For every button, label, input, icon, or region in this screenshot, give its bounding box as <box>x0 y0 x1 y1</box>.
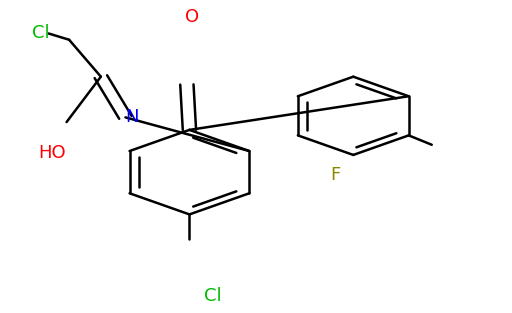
Text: HO: HO <box>38 144 66 162</box>
Text: N: N <box>125 108 139 126</box>
Text: F: F <box>330 166 340 184</box>
Text: Cl: Cl <box>32 24 49 42</box>
Text: Cl: Cl <box>204 287 221 305</box>
Text: O: O <box>185 8 199 26</box>
